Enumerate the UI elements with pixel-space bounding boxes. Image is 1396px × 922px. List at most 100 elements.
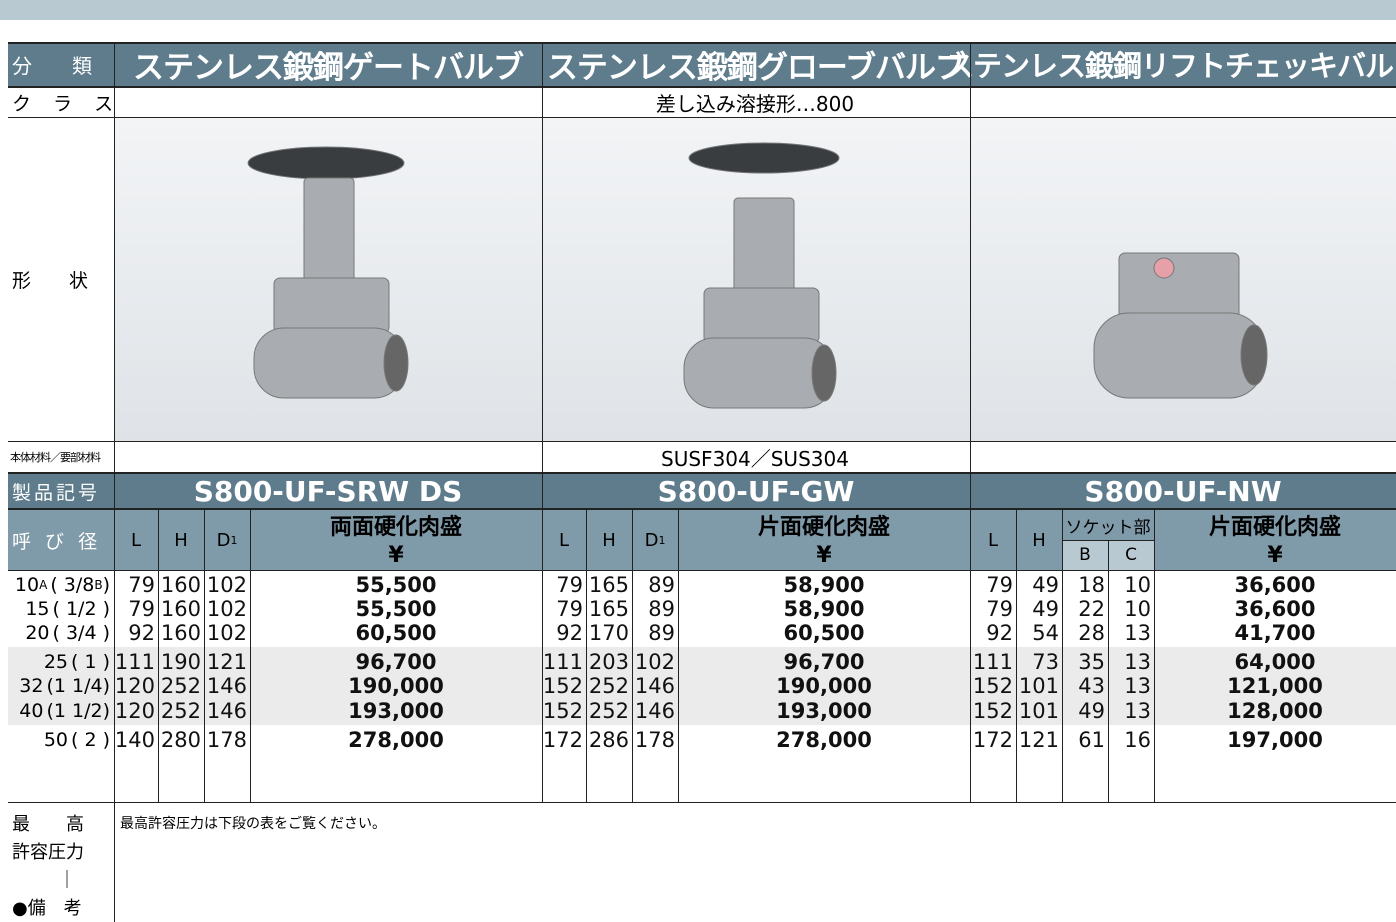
size-inch: ( 2 ) bbox=[71, 729, 110, 751]
dim-cell: 89 bbox=[648, 573, 675, 597]
dim-cell: 146 bbox=[634, 674, 675, 698]
dim-cell: 146 bbox=[634, 699, 675, 723]
dim-cell: 10 bbox=[1124, 573, 1151, 597]
dim-cell: 280 bbox=[160, 728, 201, 752]
dim-cell: 170 bbox=[588, 621, 629, 645]
dim-cell: 79 bbox=[128, 573, 155, 597]
col-header-socket: ソケット部 bbox=[1065, 517, 1151, 538]
size-inch: ( 3/4 ) bbox=[52, 622, 110, 644]
dim-cell: 172 bbox=[542, 728, 583, 752]
dim-cell: 22 bbox=[1078, 597, 1105, 621]
price-cell: 121,000 bbox=[1227, 674, 1323, 698]
col-header-d-sub: 1 bbox=[658, 533, 666, 547]
col-header-yen: ¥ bbox=[816, 542, 832, 568]
remarks-label: 最 高 bbox=[12, 814, 84, 835]
globe-valve-image bbox=[683, 142, 840, 409]
h-rule bbox=[8, 570, 1396, 571]
dim-cell: 89 bbox=[648, 621, 675, 645]
h-rule bbox=[8, 472, 1396, 474]
v-rule bbox=[114, 42, 115, 802]
v-rule bbox=[586, 510, 587, 802]
class-value: 差し込み溶接形…800 bbox=[655, 92, 855, 116]
price-cell: 60,500 bbox=[783, 621, 865, 645]
remarks-value: 最高許容圧力は下段の表をご覧ください。 bbox=[120, 816, 386, 832]
v-rule bbox=[250, 510, 251, 802]
dim-cell: 13 bbox=[1124, 621, 1151, 645]
size-inch: ( 1/2 ) bbox=[52, 598, 110, 620]
dim-cell: 160 bbox=[160, 621, 201, 645]
col-header-l: L bbox=[558, 529, 570, 551]
dim-cell: 140 bbox=[114, 728, 155, 752]
dim-cell: 102 bbox=[206, 597, 247, 621]
size-cell: 40 (1 1/2) bbox=[8, 699, 114, 723]
h-rule bbox=[8, 802, 1396, 803]
price-cell: 58,900 bbox=[783, 573, 865, 597]
product-images bbox=[247, 142, 1268, 409]
product-name: ステンレス鍛鋼リフトチェッキバルブ bbox=[945, 49, 1396, 83]
dim-cell: 286 bbox=[588, 728, 629, 752]
price-cell: 190,000 bbox=[348, 674, 444, 698]
size-nominal: 20 bbox=[25, 622, 50, 644]
dim-cell: 79 bbox=[986, 597, 1013, 621]
price-cell: 197,000 bbox=[1227, 728, 1323, 752]
col-header-price: 片面硬化肉盛 bbox=[757, 515, 890, 540]
size-header-row bbox=[8, 510, 1396, 570]
h-rule bbox=[8, 42, 1396, 44]
dim-cell: 13 bbox=[1124, 674, 1151, 698]
col-header-yen: ¥ bbox=[388, 542, 404, 568]
dim-cell: 152 bbox=[972, 699, 1013, 723]
dim-cell: 79 bbox=[556, 597, 583, 621]
price-cell: 128,000 bbox=[1227, 699, 1323, 723]
col-header-h: H bbox=[174, 529, 188, 551]
category-label: 分 類 bbox=[12, 53, 92, 78]
col-header-h: H bbox=[602, 529, 616, 551]
check-valve-image bbox=[1093, 252, 1268, 399]
dim-cell: 121 bbox=[1018, 728, 1059, 752]
size-cell: 25( 1 ) bbox=[8, 650, 114, 674]
v-rule bbox=[1108, 540, 1109, 802]
dim-cell: 190 bbox=[160, 650, 201, 674]
dim-cell: 43 bbox=[1078, 674, 1105, 698]
size-cell: 32 (1 1/4) bbox=[8, 674, 114, 698]
model-name: S800-UF-SRW DS bbox=[193, 474, 463, 508]
price-cell: 55,500 bbox=[355, 597, 437, 621]
dim-cell: 203 bbox=[588, 650, 629, 674]
price-cell: 96,700 bbox=[355, 650, 437, 674]
category-row bbox=[8, 42, 1396, 86]
v-rule bbox=[632, 510, 633, 802]
model-label: 製品記号 bbox=[12, 481, 101, 504]
price-cell: 36,600 bbox=[1234, 597, 1316, 621]
dim-cell: 18 bbox=[1078, 573, 1105, 597]
price-cell: 58,900 bbox=[783, 597, 865, 621]
dim-cell: 120 bbox=[114, 699, 155, 723]
product-name: ステンレス鍛鋼ゲートバルブ bbox=[133, 49, 524, 86]
col-header-c: C bbox=[1125, 545, 1137, 565]
dim-cell: 35 bbox=[1078, 650, 1105, 674]
size-nominal: 15 bbox=[25, 598, 50, 620]
product-name: ステンレス鍛鋼グローブバルブ bbox=[546, 49, 966, 86]
dim-cell: 102 bbox=[206, 573, 247, 597]
dim-cell: 252 bbox=[160, 674, 201, 698]
size-inch: ( 1 ) bbox=[71, 651, 110, 673]
dim-cell: 111 bbox=[542, 650, 583, 674]
dim-cell: 79 bbox=[556, 573, 583, 597]
price-cell: 64,000 bbox=[1234, 650, 1316, 674]
dim-cell: 152 bbox=[972, 674, 1013, 698]
v-rule bbox=[1062, 510, 1063, 802]
size-label: 呼 び 径 bbox=[12, 530, 102, 553]
dim-cell: 73 bbox=[1032, 650, 1059, 674]
dim-cell: 102 bbox=[634, 650, 675, 674]
dim-cell: 160 bbox=[160, 597, 201, 621]
col-header-d-sub: 1 bbox=[230, 533, 238, 547]
v-rule bbox=[114, 802, 115, 922]
class-label: ク ラ ス bbox=[12, 93, 122, 115]
price-cell: 193,000 bbox=[776, 699, 872, 723]
gate-valve-image bbox=[247, 146, 409, 399]
dim-cell: 61 bbox=[1078, 728, 1105, 752]
col-header-price: 片面硬化肉盛 bbox=[1208, 515, 1341, 540]
inch-close: ) bbox=[102, 574, 110, 596]
v-rule bbox=[970, 42, 971, 802]
model-row bbox=[8, 474, 1396, 508]
remarks-label: ｜ bbox=[58, 870, 76, 891]
